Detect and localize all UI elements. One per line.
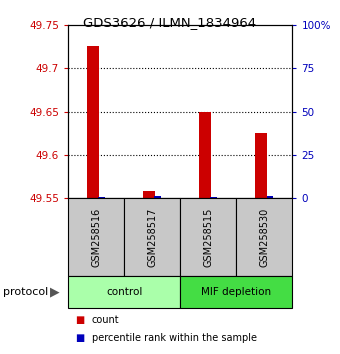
- Bar: [86, 46, 99, 198]
- Bar: [68, 198, 124, 276]
- Text: GSM258517: GSM258517: [147, 207, 157, 267]
- Bar: [255, 133, 267, 198]
- Text: ■: ■: [75, 315, 84, 325]
- Bar: [180, 276, 292, 308]
- Text: GSM258530: GSM258530: [259, 207, 269, 267]
- Text: count: count: [92, 315, 119, 325]
- Bar: [154, 196, 161, 198]
- Text: GDS3626 / ILMN_1834964: GDS3626 / ILMN_1834964: [83, 16, 257, 29]
- Bar: [267, 196, 273, 198]
- Text: GSM258516: GSM258516: [91, 207, 101, 267]
- Text: GSM258515: GSM258515: [203, 207, 213, 267]
- Text: ▶: ▶: [50, 286, 60, 298]
- Text: protocol: protocol: [3, 287, 49, 297]
- Bar: [124, 198, 180, 276]
- Bar: [199, 112, 211, 198]
- Text: percentile rank within the sample: percentile rank within the sample: [92, 333, 257, 343]
- Text: ■: ■: [75, 333, 84, 343]
- Bar: [180, 198, 236, 276]
- Bar: [236, 198, 292, 276]
- Bar: [68, 276, 180, 308]
- Text: control: control: [106, 287, 142, 297]
- Text: MIF depletion: MIF depletion: [201, 287, 271, 297]
- Bar: [142, 191, 155, 198]
